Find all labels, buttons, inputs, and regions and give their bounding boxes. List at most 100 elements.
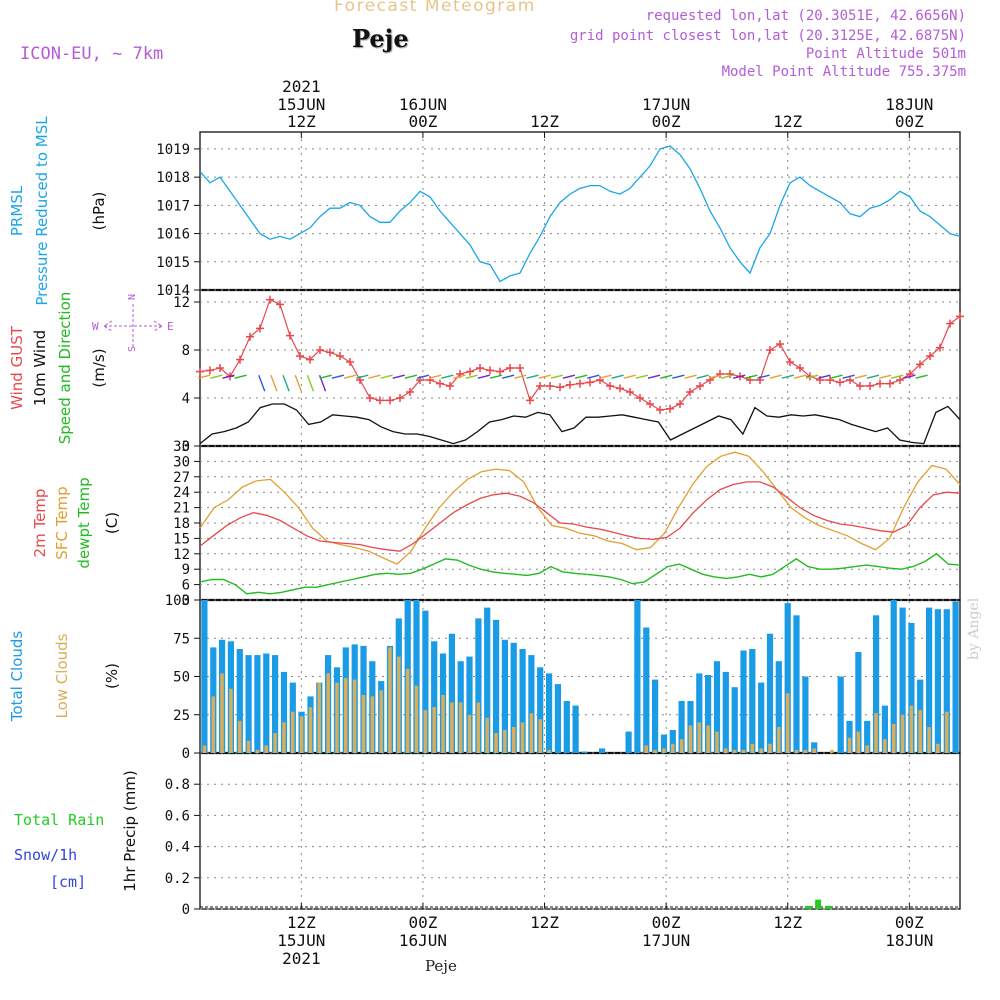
wind-direction-arrow [319, 374, 332, 379]
low-clouds-bar [246, 740, 251, 753]
y-tick-label: 1016 [156, 227, 190, 243]
requested-coords: requested lon,lat (20.3051E, 42.6656N) [645, 8, 966, 24]
wind-direction-arrow [866, 374, 880, 379]
total-clouds-bar [537, 667, 544, 753]
gust-point [676, 400, 684, 408]
gust-point [856, 382, 864, 390]
wind-direction-arrow [416, 374, 430, 379]
gust-point [866, 382, 874, 390]
panel-frame-pressure [199, 131, 961, 291]
low-clouds-bar [202, 745, 207, 753]
low-clouds-bar [803, 749, 808, 753]
wind-direction-arrow [769, 374, 782, 379]
gust-point [346, 358, 354, 366]
total-clouds-bar [254, 655, 261, 753]
low-clouds-label: Low Clouds [53, 633, 71, 718]
wind-direction-arrow [830, 374, 843, 379]
low-clouds-bar [458, 702, 463, 753]
gust-point [586, 378, 594, 387]
y-tick-label: 12 [173, 295, 190, 311]
y-tick-label: 12 [173, 547, 190, 563]
total-clouds-bar [775, 661, 782, 753]
y-tick-label: 25 [173, 708, 190, 724]
y-tick-label: 33 [173, 439, 190, 455]
total-clouds-bar [660, 734, 668, 753]
wind-direction-arrow [234, 374, 247, 379]
wind-direction-arrow [465, 374, 478, 379]
low-clouds-bar [405, 668, 410, 753]
wind-direction-arrow [720, 374, 734, 379]
total-clouds-bar [652, 679, 659, 753]
bottom-date-label: 16JUN [399, 931, 447, 950]
wind-direction-arrow [623, 374, 636, 379]
y-tick-label: 4 [182, 391, 190, 407]
low-clouds-bar [291, 711, 295, 753]
wind-direction-arrow [343, 374, 357, 379]
total-clouds-bar [201, 600, 208, 753]
total-clouds-bar [713, 661, 721, 753]
total-clouds-bar [413, 600, 420, 753]
total-clouds-bar [280, 671, 288, 753]
total-clouds-bar [528, 655, 535, 753]
bottom-hour-label: 00Z [652, 913, 681, 932]
gust-point [836, 378, 844, 387]
total-clouds-bar [926, 607, 933, 753]
wind-direction-arrow [672, 374, 685, 379]
gust-point [406, 388, 414, 396]
y-tick-label: 8 [182, 343, 190, 359]
low-clouds-bar [352, 679, 357, 753]
compass-s: S [127, 346, 138, 352]
gust-point [576, 379, 584, 388]
y-tick-label: 21 [173, 501, 190, 517]
total-clouds-bar [643, 627, 650, 753]
bottom-hour-label: 12Z [530, 913, 559, 932]
top-hour-label: 00Z [895, 112, 924, 131]
low-clouds-bar [264, 745, 268, 753]
total-clouds-bar [245, 655, 252, 753]
gust-point [296, 352, 304, 360]
gust-point [276, 300, 284, 309]
low-clouds-bar [865, 745, 869, 753]
gust-point [656, 406, 664, 414]
y-tick-label: 0.6 [165, 808, 190, 824]
gust-point [696, 382, 704, 390]
gust-point [556, 383, 564, 392]
low-clouds-bar [918, 710, 922, 753]
gust-point [216, 364, 224, 372]
gust-point [496, 367, 504, 376]
total-clouds-bar [696, 673, 703, 753]
prmsl-label: PRMSL [8, 185, 26, 236]
wind-direction-arrow [574, 374, 588, 379]
wind-direction-arrow [635, 374, 649, 379]
gust-point [466, 367, 474, 376]
gust-point [606, 382, 614, 390]
top-hour-label: 12Z [530, 112, 559, 131]
rain-bar [825, 905, 832, 909]
wind-direction-arrow [891, 374, 904, 379]
y-tick-label: 50 [173, 670, 190, 686]
precip-unit-label: 1hr Precip (mm) [121, 770, 139, 891]
low-clouds-bar [273, 733, 277, 753]
gust-point [196, 367, 204, 376]
pressure-msl-label: Pressure Reduced to MSL [33, 116, 51, 306]
total-clouds-bar [554, 684, 561, 753]
rain-bar [815, 899, 822, 909]
rain-bar [805, 905, 811, 909]
total-clouds-bar [581, 751, 588, 753]
gust-point [476, 364, 484, 372]
total-clouds-bar [890, 600, 897, 753]
total-clouds-bar [678, 701, 685, 753]
gust-point [526, 396, 534, 405]
wind-direction-arrow [611, 374, 624, 379]
top-hour-label: 12Z [773, 112, 802, 131]
gust-label: Wind GUST [8, 325, 26, 410]
gust-point [936, 343, 944, 352]
gust-point [486, 366, 494, 375]
panel-frame-precip [199, 752, 961, 910]
gust-point [626, 388, 634, 396]
total-clouds-bar [448, 633, 455, 753]
panel-frames [199, 131, 961, 910]
total-clouds-bar [784, 603, 791, 753]
y-tick-label: 18 [173, 516, 190, 532]
low-clouds-bar [282, 722, 286, 753]
